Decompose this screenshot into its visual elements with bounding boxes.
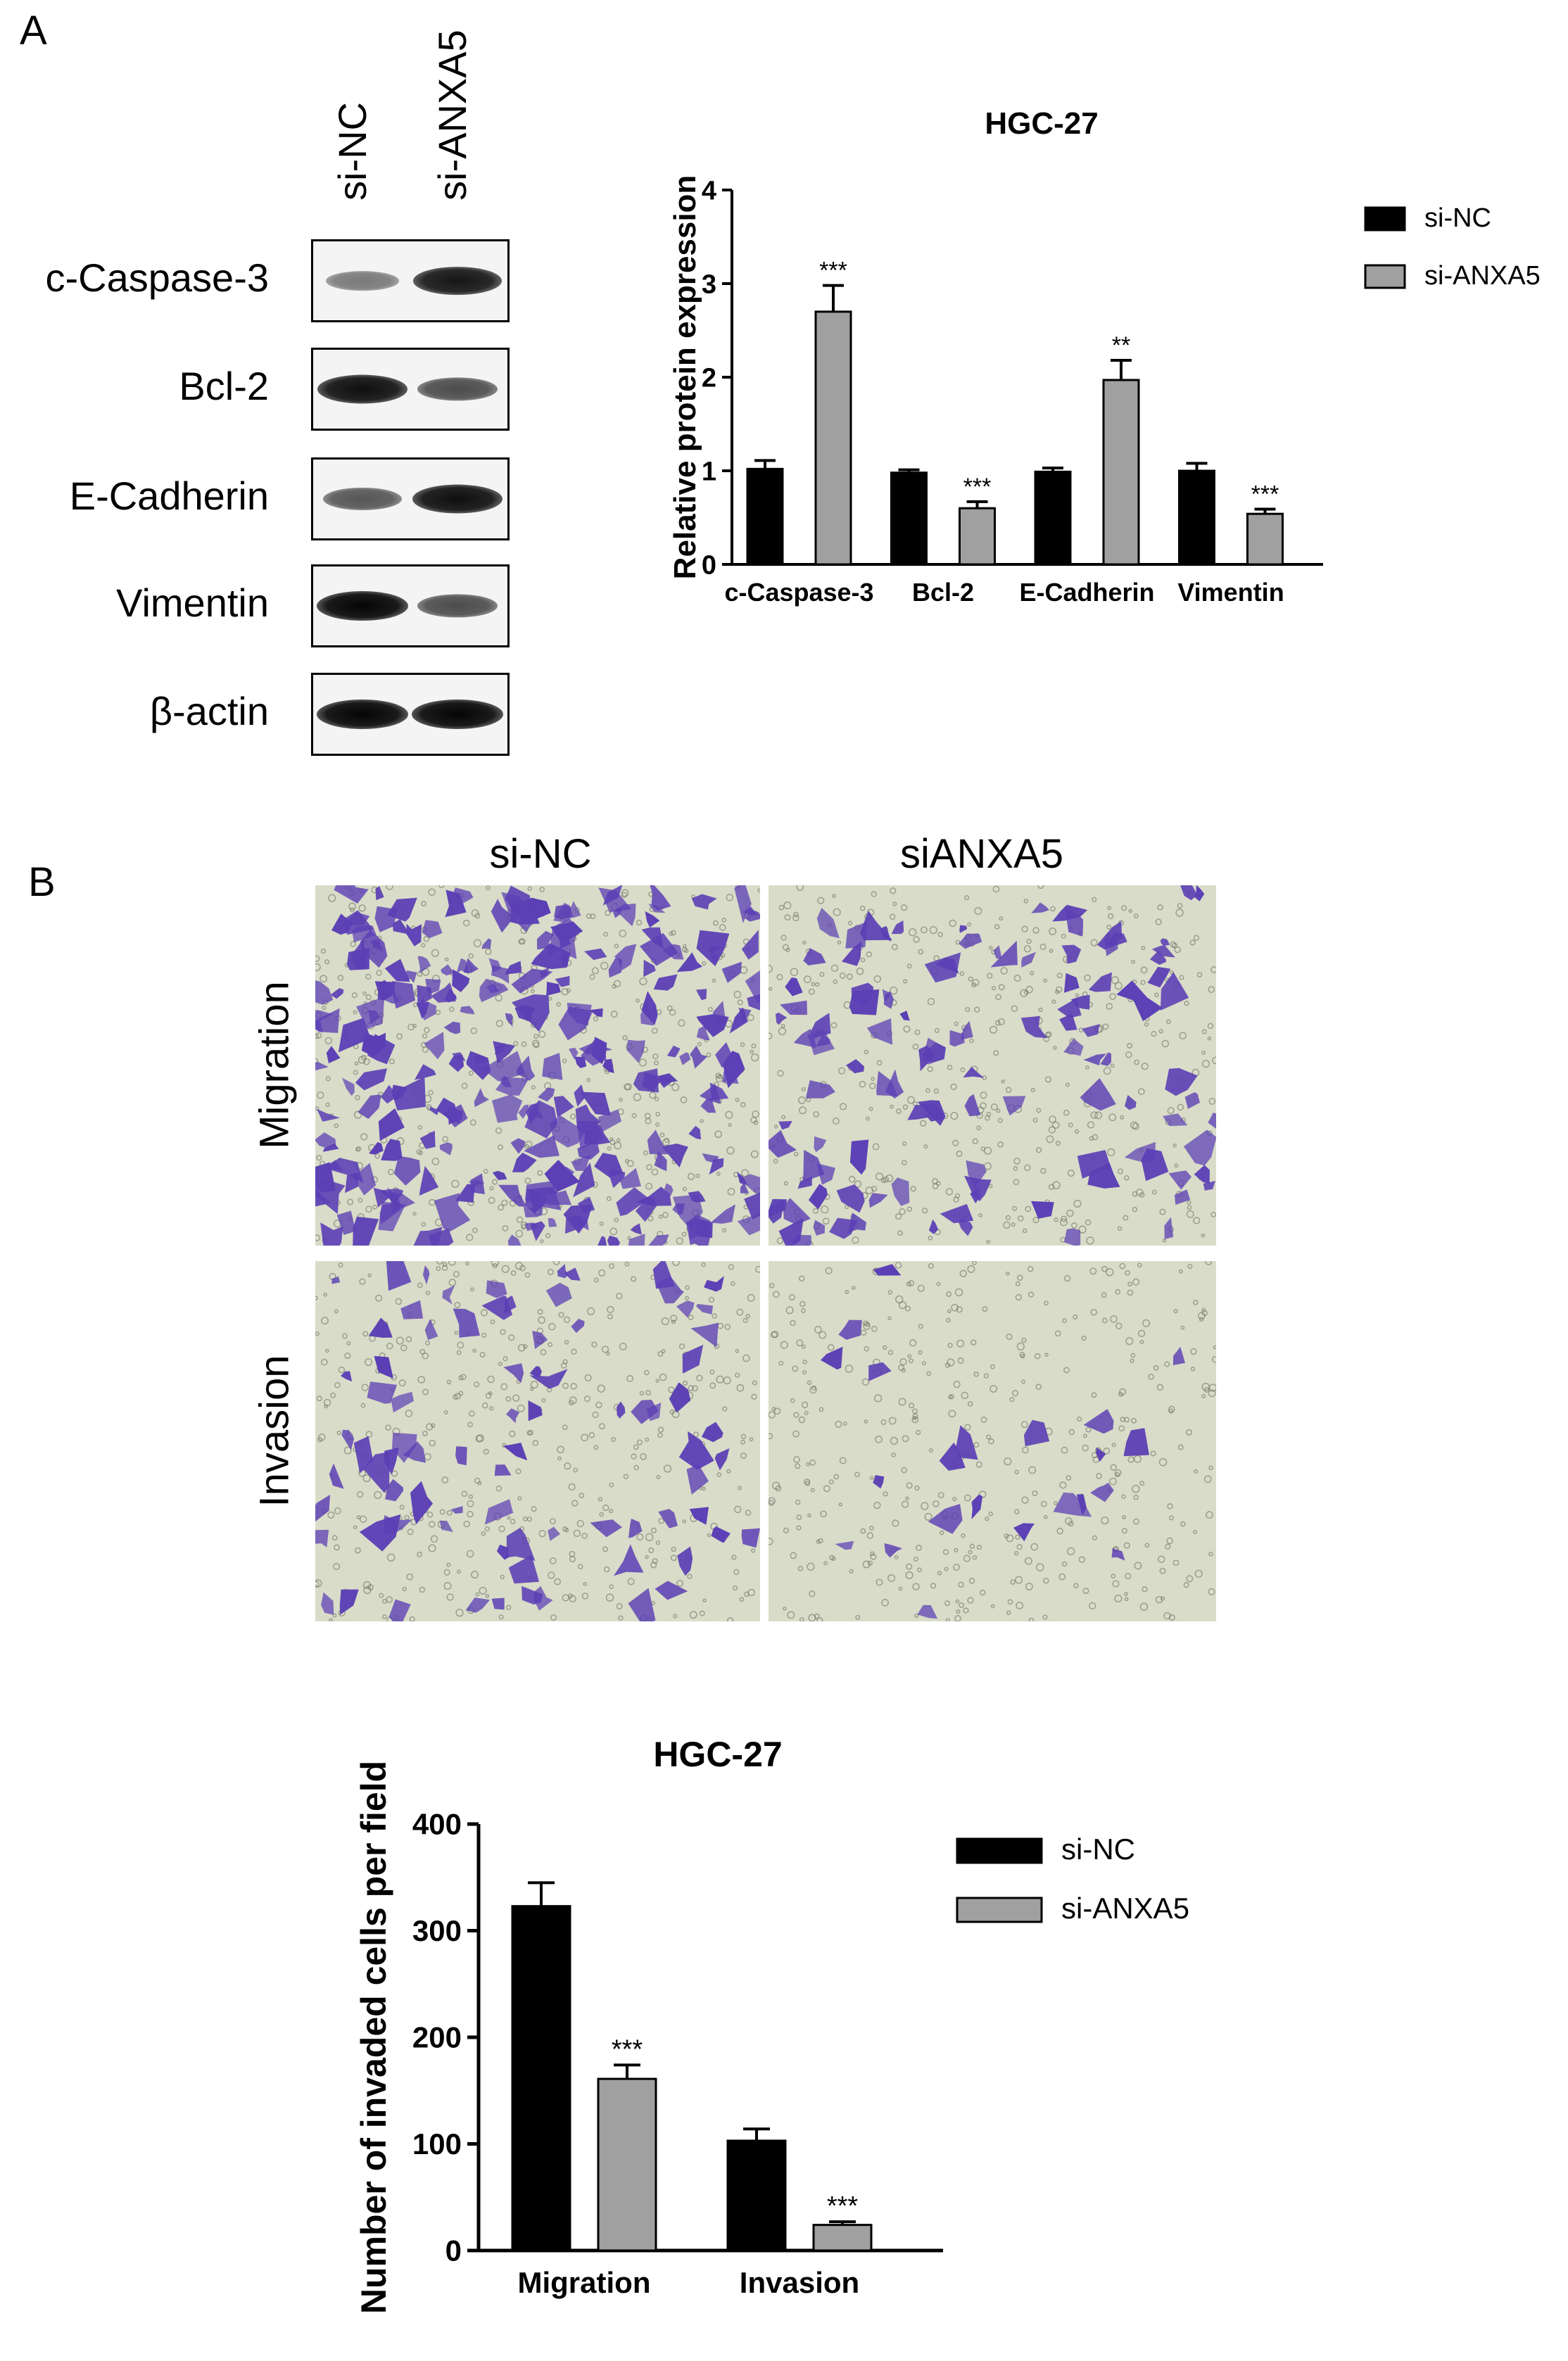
lane-label-si-anxa5: si-ANXA5 bbox=[430, 30, 474, 201]
y-tick-label: 0 bbox=[445, 2234, 462, 2267]
y-axis-label: Relative protein expression bbox=[668, 175, 702, 580]
legend-label: si-ANXA5 bbox=[1061, 1892, 1189, 1925]
category-label: Migration bbox=[518, 2266, 651, 2299]
significance-marker: *** bbox=[612, 2034, 643, 2064]
lane-label-si-nc: si-NC bbox=[330, 102, 374, 201]
bar-si-NC-c-Caspase-3 bbox=[746, 467, 784, 566]
chart-title: HGC-27 bbox=[985, 106, 1098, 141]
blot-band bbox=[417, 377, 498, 401]
blot-band bbox=[412, 700, 503, 729]
micrograph-invasion-si-nc bbox=[315, 1261, 760, 1621]
column-title-si-nc: si-NC bbox=[489, 831, 592, 877]
bar-si-NC-E-Cadherin bbox=[1034, 470, 1072, 566]
legend-swatch bbox=[956, 1837, 1043, 1864]
micrograph-texture bbox=[769, 1261, 1216, 1621]
protein-label: Bcl-2 bbox=[179, 364, 269, 408]
significance-marker: ** bbox=[1112, 332, 1130, 359]
y-axis-label: Number of invaded cells per field bbox=[354, 1761, 393, 2314]
bar-si-ANXA5-Migration bbox=[597, 2077, 657, 2252]
blot-strip bbox=[311, 239, 510, 322]
micrograph-migration-si-nc bbox=[315, 885, 760, 1246]
column-title-sianxa5: siANXA5 bbox=[899, 831, 1064, 877]
micrograph-migration-sianxa5 bbox=[769, 885, 1216, 1246]
bar-si-NC-Vimentin bbox=[1178, 469, 1215, 566]
protein-label: Vimentin bbox=[116, 581, 269, 625]
y-tick-label: 1 bbox=[702, 457, 716, 486]
bar-si-ANXA5-E-Cadherin bbox=[1102, 379, 1140, 566]
legend-swatch bbox=[1364, 206, 1406, 232]
bar-si-ANXA5-c-Caspase-3 bbox=[814, 310, 852, 566]
row-title-migration: Migration bbox=[251, 981, 298, 1149]
legend-label: si-NC bbox=[1424, 203, 1491, 233]
chart-title: HGC-27 bbox=[653, 1735, 782, 1774]
bar-si-NC-Invasion bbox=[726, 2139, 787, 2252]
bar-si-ANXA5-Bcl-2 bbox=[959, 507, 996, 566]
legend-swatch bbox=[1364, 264, 1406, 289]
y-tick-label: 4 bbox=[702, 176, 716, 205]
blot-strip bbox=[311, 673, 510, 756]
protein-label: β-actin bbox=[149, 689, 269, 733]
invaded-cells-chart: HGC-27 Number of invaded cells per field 0… bbox=[354, 1735, 1189, 2314]
legend-label: si-ANXA5 bbox=[1424, 261, 1541, 291]
micrograph-invasion-sianxa5 bbox=[769, 1261, 1216, 1621]
bar-si-NC-Migration bbox=[511, 1905, 571, 2252]
blot-strip bbox=[311, 457, 510, 540]
bar-si-ANXA5-Invasion bbox=[812, 2224, 873, 2252]
panel-b-letter: B bbox=[28, 859, 56, 905]
y-tick-label: 400 bbox=[412, 1808, 462, 1841]
legend-label: si-NC bbox=[1061, 1833, 1135, 1866]
category-label: Vimentin bbox=[1177, 578, 1284, 607]
significance-marker: *** bbox=[819, 258, 847, 284]
blot-band bbox=[317, 591, 408, 621]
blot-band bbox=[417, 594, 498, 618]
blot-band bbox=[323, 487, 402, 511]
y-tick-label: 0 bbox=[702, 550, 716, 580]
blot-band bbox=[413, 267, 502, 295]
blot-band bbox=[326, 271, 399, 291]
significance-marker: *** bbox=[963, 474, 992, 500]
legend-swatch bbox=[956, 1897, 1043, 1923]
y-tick-label: 2 bbox=[702, 363, 716, 393]
blot-band bbox=[412, 484, 502, 514]
panel-a-letter: A bbox=[20, 8, 47, 53]
category-label: c-Caspase-3 bbox=[724, 578, 873, 607]
protein-label: E-Cadherin bbox=[69, 474, 269, 518]
category-label: Bcl-2 bbox=[912, 578, 974, 607]
y-tick-label: 300 bbox=[412, 1914, 462, 1947]
blot-band bbox=[317, 700, 408, 729]
category-label: E-Cadherin bbox=[1019, 578, 1154, 607]
micrograph-texture bbox=[769, 885, 1216, 1246]
blot-strip bbox=[311, 564, 510, 647]
y-tick-label: 200 bbox=[412, 2021, 462, 2054]
significance-marker: *** bbox=[827, 2191, 859, 2221]
category-label: Invasion bbox=[740, 2266, 859, 2299]
y-tick-label: 3 bbox=[702, 270, 716, 299]
blot-strip bbox=[311, 348, 510, 431]
bar-si-NC-Bcl-2 bbox=[890, 471, 928, 566]
bar-si-ANXA5-Vimentin bbox=[1246, 512, 1284, 566]
y-tick-label: 100 bbox=[412, 2127, 462, 2160]
significance-marker: *** bbox=[1251, 481, 1279, 508]
row-title-invasion: Invasion bbox=[251, 1355, 298, 1507]
micrograph-texture bbox=[315, 1261, 760, 1621]
micrograph-texture bbox=[315, 885, 760, 1246]
protein-label: c-Caspase-3 bbox=[45, 255, 269, 300]
blot-band bbox=[317, 374, 407, 404]
